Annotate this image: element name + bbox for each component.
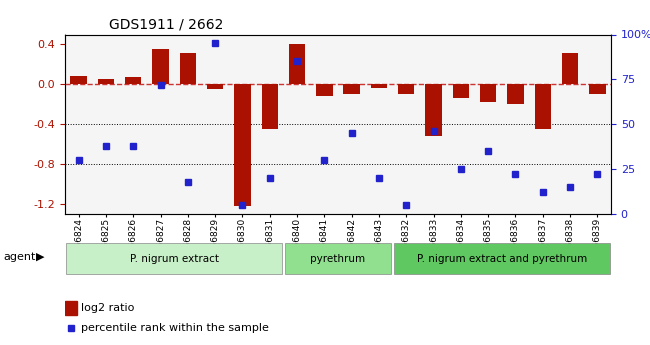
Bar <box>316 84 333 96</box>
Bar <box>425 84 442 136</box>
Bar <box>152 49 169 84</box>
Bar <box>370 84 387 88</box>
Bar <box>289 45 306 84</box>
Bar <box>562 53 578 84</box>
FancyBboxPatch shape <box>66 243 282 274</box>
Text: pyrethrum: pyrethrum <box>311 254 365 264</box>
Bar <box>234 84 251 206</box>
Text: log2 ratio: log2 ratio <box>81 303 135 313</box>
Bar <box>261 84 278 129</box>
Text: agent: agent <box>3 252 36 262</box>
Bar <box>398 84 415 94</box>
Text: ▶: ▶ <box>36 252 44 262</box>
Text: P. nigrum extract and pyrethrum: P. nigrum extract and pyrethrum <box>417 254 587 264</box>
Bar <box>179 53 196 84</box>
FancyBboxPatch shape <box>394 243 610 274</box>
Bar <box>65 301 77 315</box>
Bar <box>98 79 114 84</box>
Text: P. nigrum extract: P. nigrum extract <box>130 254 218 264</box>
Bar <box>207 84 224 89</box>
Bar <box>125 77 142 84</box>
Bar <box>589 84 606 94</box>
Bar <box>507 84 524 104</box>
Bar <box>343 84 360 94</box>
Text: percentile rank within the sample: percentile rank within the sample <box>81 323 269 333</box>
Bar <box>480 84 497 102</box>
Text: GDS1911 / 2662: GDS1911 / 2662 <box>109 18 223 32</box>
Bar <box>452 84 469 98</box>
FancyBboxPatch shape <box>285 243 391 274</box>
Bar <box>70 76 87 84</box>
Bar <box>534 84 551 129</box>
